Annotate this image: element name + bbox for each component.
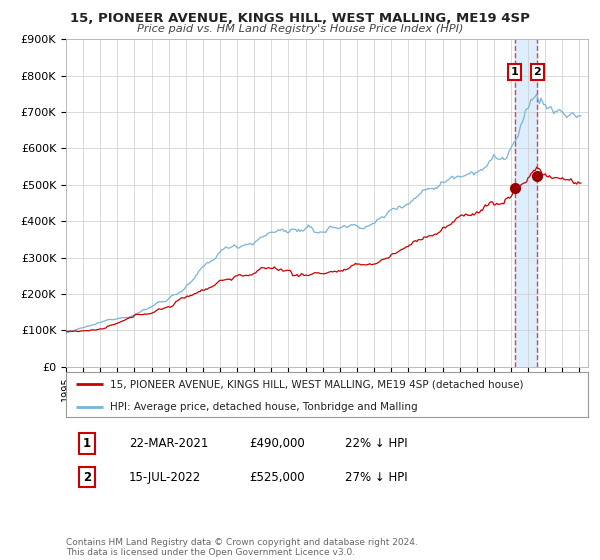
Text: 1: 1 [83,437,91,450]
Text: 15, PIONEER AVENUE, KINGS HILL, WEST MALLING, ME19 4SP: 15, PIONEER AVENUE, KINGS HILL, WEST MAL… [70,12,530,25]
Text: 2: 2 [83,470,91,484]
Text: £490,000: £490,000 [249,437,305,450]
Text: 27% ↓ HPI: 27% ↓ HPI [345,470,407,484]
Text: Contains HM Land Registry data © Crown copyright and database right 2024.
This d: Contains HM Land Registry data © Crown c… [66,538,418,557]
Text: 1: 1 [511,67,518,77]
Text: HPI: Average price, detached house, Tonbridge and Malling: HPI: Average price, detached house, Tonb… [110,402,418,412]
Text: 22% ↓ HPI: 22% ↓ HPI [345,437,407,450]
Text: Price paid vs. HM Land Registry's House Price Index (HPI): Price paid vs. HM Land Registry's House … [137,24,463,34]
Bar [515,39,538,367]
Text: 22-MAR-2021: 22-MAR-2021 [129,437,208,450]
Text: 15, PIONEER AVENUE, KINGS HILL, WEST MALLING, ME19 4SP (detached house): 15, PIONEER AVENUE, KINGS HILL, WEST MAL… [110,380,524,390]
Text: £525,000: £525,000 [249,470,305,484]
Text: 2: 2 [533,67,541,77]
Text: 15-JUL-2022: 15-JUL-2022 [129,470,201,484]
